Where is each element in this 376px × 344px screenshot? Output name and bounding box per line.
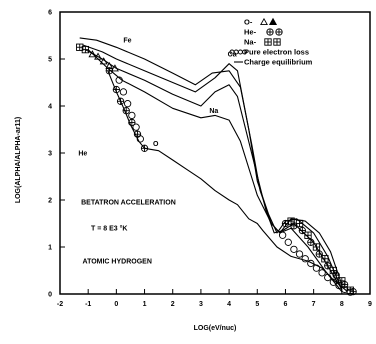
annotation-3: ATOMIC HYDROGEN [83, 258, 152, 265]
marker-group [76, 43, 357, 296]
x-tick-label: 5 [255, 301, 259, 308]
marker-circle-plus [112, 85, 121, 94]
marker-circle [318, 269, 326, 277]
series-label-fe: Fe [123, 38, 131, 45]
marker-circle [329, 278, 338, 286]
series-label-na: Na [209, 108, 218, 115]
marker-triangle [88, 50, 97, 58]
marker-circle-plus [266, 28, 274, 36]
marker-triangle [110, 64, 119, 72]
marker-circle [115, 76, 123, 84]
x-tick-label: -2 [57, 301, 63, 308]
x-tick-label: 0 [114, 301, 118, 308]
marker-triangle [260, 17, 268, 26]
y-tick-label: 0 [48, 292, 52, 299]
marker-circle [301, 255, 309, 263]
marker-circle-plus [133, 130, 142, 138]
marker-circle [312, 264, 321, 272]
legend-entry-charge-equilibrium: Charge equilibrium [244, 58, 313, 67]
x-tick-label: 8 [340, 301, 344, 308]
x-tick-label: -1 [85, 301, 91, 308]
marker-circle-plus [116, 97, 125, 105]
marker-circle [278, 231, 287, 239]
x-tick-label: 7 [312, 301, 316, 308]
x-axis-label: LOG(eV/nuc) [194, 325, 237, 332]
series-label-ca: Ca [228, 52, 237, 59]
y-tick-label: 5 [48, 57, 52, 64]
annotation-group: BETATRON ACCELERATION T = 8 E3 °K ATOMIC H… [81, 200, 176, 266]
legend-entry-o: O- [244, 18, 253, 27]
marker-square-plus [295, 219, 304, 228]
series-line-o [87, 49, 343, 292]
legend-entry-pure-electron-loss: Pure electron loss [244, 48, 309, 57]
marker-square-plus [321, 255, 329, 263]
marker-triangle [99, 57, 108, 65]
marker-circle [295, 250, 304, 258]
y-tick-label: 3 [48, 151, 52, 158]
marker-square-plus [329, 266, 338, 275]
marker-square-plus [81, 45, 90, 54]
series-line-na [85, 49, 343, 290]
marker-filled-triangle [268, 17, 278, 26]
y-axis-label: LOG(ALPHA/ALPHA-ar11) [15, 117, 22, 203]
marker-circle [136, 135, 144, 143]
legend-entry-na: Na- [244, 38, 257, 47]
curve-group [79, 37, 348, 293]
marker-square-plus [264, 38, 272, 46]
marker-circle [119, 88, 128, 96]
series-label-he: He [78, 150, 87, 157]
x-tick-label: 6 [284, 301, 288, 308]
legend-entry-he: He- [244, 28, 257, 37]
series-line-fe [79, 37, 343, 285]
annotation-2: T = 8 E3 °K [91, 225, 127, 233]
annotation-1: BETATRON ACCELERATION [81, 200, 176, 207]
marker-square-plus [312, 243, 321, 251]
marker-square-plus [338, 277, 346, 285]
y-tick-label: 6 [48, 10, 52, 17]
marker-circle [307, 259, 315, 268]
marker-circle [290, 245, 298, 254]
y-tick-label: 4 [48, 104, 52, 111]
marker-circle [132, 123, 140, 131]
x-tick-label: 3 [199, 301, 203, 308]
marker-square-plus [273, 38, 281, 46]
legend-circle-sample [242, 49, 248, 55]
marker-circle-plus [324, 262, 332, 270]
marker-circle-plus [128, 118, 136, 127]
marker-triangle [94, 52, 103, 60]
marker-circle-plus [307, 238, 315, 246]
marker-square-plus [304, 231, 312, 239]
marker-circle [128, 111, 136, 120]
marker-circle-plus [105, 67, 113, 75]
x-tick-label: 9 [368, 301, 372, 308]
legend-circle-sample [237, 49, 243, 55]
marker-circle-plus [315, 250, 323, 258]
x-tick-label: 1 [143, 301, 147, 308]
marker-circle-plus [275, 28, 283, 36]
y-tick-label: 1 [48, 245, 52, 252]
marker-circle [284, 238, 292, 246]
marker-circle-plus [140, 144, 149, 152]
marker-circle-plus [298, 226, 307, 235]
axis-ticks: -2 -1 0 1 2 3 4 5 6 7 8 9 0 1 2 3 4 5 6 [48, 10, 372, 309]
marker-circle-plus [122, 107, 130, 115]
marker-square-plus [346, 286, 354, 294]
y-tick-label: 2 [48, 198, 52, 205]
label-group: Fe Ca Na O He [78, 38, 236, 158]
marker-circle [123, 100, 132, 108]
x-tick-label: 4 [227, 301, 231, 308]
marker-square-plus [287, 217, 295, 225]
marker-circle [324, 273, 332, 282]
x-tick-label: 2 [171, 301, 175, 308]
series-label-o: O [153, 141, 159, 148]
